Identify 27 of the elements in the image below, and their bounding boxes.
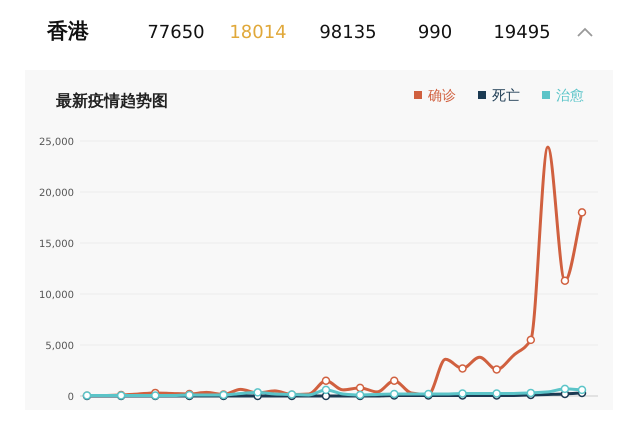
point bbox=[578, 386, 586, 394]
y-tick-label: 0 bbox=[68, 392, 74, 403]
text: 18014 bbox=[229, 22, 287, 43]
y-tick-label: 20,000 bbox=[39, 188, 74, 199]
chart-title: 最新疫情趋势图 bbox=[55, 91, 168, 110]
text: 香港 bbox=[46, 19, 90, 43]
point bbox=[322, 386, 330, 394]
legend-label: 死亡 bbox=[492, 88, 520, 104]
point bbox=[492, 365, 501, 374]
text: 19495 bbox=[493, 22, 551, 43]
legend-label: 治愈 bbox=[556, 88, 584, 104]
legend-label: 确诊 bbox=[427, 88, 456, 104]
point bbox=[356, 384, 364, 392]
y-tick-label: 15,000 bbox=[39, 239, 74, 250]
point bbox=[560, 384, 570, 394]
point bbox=[526, 336, 536, 344]
y-tick-label: 25,000 bbox=[39, 137, 74, 148]
point bbox=[322, 376, 330, 385]
text: 98135 bbox=[319, 22, 377, 43]
point bbox=[458, 364, 467, 373]
y-tick-label: 10,000 bbox=[39, 290, 74, 301]
point bbox=[578, 208, 586, 217]
point bbox=[390, 376, 398, 385]
text: 990 bbox=[418, 22, 452, 43]
point bbox=[560, 276, 570, 285]
y-tick-label: 5,000 bbox=[45, 341, 74, 352]
text: 77650 bbox=[147, 22, 205, 43]
